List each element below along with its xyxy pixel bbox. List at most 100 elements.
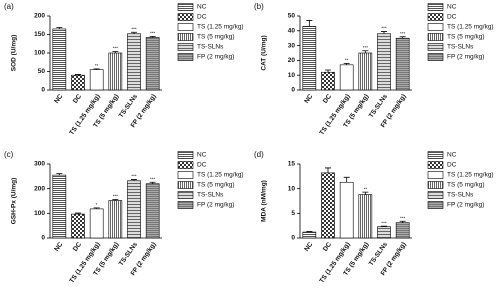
error-bar	[381, 31, 387, 34]
bar	[89, 208, 104, 239]
legend-swatch	[177, 13, 194, 21]
bar	[108, 200, 123, 239]
significance-label: ***	[400, 31, 406, 36]
legend-label: TS-SLNs	[197, 192, 224, 199]
y-tick-label: 150	[34, 31, 45, 38]
legend-label: FP (2 mg/kg)	[447, 202, 484, 209]
legend-swatch	[427, 151, 444, 159]
significance-label: ***	[150, 31, 156, 36]
legend-label: FP (2 mg/kg)	[447, 54, 484, 61]
x-tick-label: DC	[72, 93, 83, 105]
legend-label: FP (2 mg/kg)	[197, 54, 234, 61]
legend-label: DC	[197, 14, 207, 21]
legend-label: DC	[447, 162, 457, 169]
bar	[127, 180, 141, 239]
legend-swatch	[177, 53, 194, 61]
bar	[377, 33, 391, 91]
y-tick-label: 10	[288, 72, 296, 79]
panel-label: (c)	[4, 150, 14, 159]
x-tick-label: NC	[303, 93, 314, 105]
x-tick-label: NC	[53, 241, 64, 253]
error-bar	[149, 181, 156, 184]
legend-label: TS (5 mg/kg)	[447, 182, 485, 189]
error-bar	[399, 220, 406, 223]
x-tick-label: DC	[322, 93, 333, 105]
legend-swatch	[177, 151, 194, 159]
significance-label: ***	[131, 26, 137, 31]
bar	[89, 69, 104, 91]
y-tick-label: 50	[38, 68, 46, 75]
error-bar	[343, 176, 350, 183]
y-tick-label: 0	[41, 235, 45, 242]
legend-label: DC	[197, 162, 207, 169]
legend-label: TS (1.25 mg/kg)	[447, 172, 494, 179]
significance-label: ***	[363, 45, 369, 50]
bar	[145, 37, 160, 91]
bar	[339, 64, 354, 91]
legend-label: NC	[447, 152, 457, 159]
legend-swatch	[427, 181, 444, 189]
y-tick-label: 100	[34, 50, 45, 57]
bar	[377, 226, 391, 239]
error-bar	[325, 69, 331, 73]
bar	[302, 26, 317, 91]
panel-label: (d)	[254, 150, 264, 159]
y-tick-label: 20	[288, 57, 296, 64]
legend-swatch	[177, 43, 194, 51]
legend-swatch	[427, 33, 444, 41]
legend-swatch	[427, 53, 444, 61]
legend-swatch	[427, 13, 444, 21]
x-tick-label: DC	[322, 241, 333, 253]
x-tick-label: DC	[72, 241, 83, 253]
legend-label: TS (5 mg/kg)	[197, 182, 235, 189]
y-axis-label: CAT (U/mg)	[261, 35, 268, 70]
y-tick-label: 0	[291, 87, 295, 94]
y-tick-label: 100	[34, 210, 45, 217]
error-bar	[362, 50, 369, 53]
legend-label: TS (1.25 mg/kg)	[447, 24, 494, 31]
panel-label: (a)	[4, 2, 14, 11]
significance-label: *	[96, 202, 98, 207]
error-bar	[131, 179, 137, 181]
y-axis-label: MDA (nM/mg)	[261, 180, 268, 222]
error-bar	[56, 27, 63, 29]
legend-swatch	[177, 33, 194, 41]
error-bar	[325, 167, 331, 173]
bar	[127, 33, 141, 91]
error-bar	[75, 74, 81, 76]
legend-label: NC	[197, 152, 207, 159]
bar	[71, 74, 85, 91]
bar	[358, 52, 373, 91]
legend-swatch	[427, 161, 444, 169]
legend-swatch	[177, 181, 194, 189]
error-bar	[149, 35, 156, 38]
legend-swatch	[177, 161, 194, 169]
legend-swatch	[177, 191, 194, 199]
legend-swatch	[427, 201, 444, 209]
bar	[395, 37, 410, 91]
y-tick-label: 5	[291, 210, 295, 217]
bar	[395, 222, 410, 239]
legend-swatch	[427, 43, 444, 51]
error-bar	[75, 212, 81, 215]
y-tick-label: 200	[34, 13, 45, 20]
significance-label: ***	[400, 215, 406, 220]
y-tick-label: 300	[34, 161, 45, 168]
significance-label: ***	[381, 220, 387, 225]
significance-label: **	[364, 186, 368, 191]
bar	[145, 183, 160, 239]
legend-swatch	[177, 171, 194, 179]
bar	[108, 52, 123, 91]
bar	[52, 28, 67, 91]
significance-label: **	[345, 58, 349, 63]
legend-label: TS-SLNs	[447, 44, 474, 51]
legend-label: TS-SLNs	[447, 192, 474, 199]
y-tick-label: 40	[288, 28, 296, 35]
legend-swatch	[177, 3, 194, 11]
error-bar	[343, 62, 350, 65]
y-tick-label: 0	[291, 235, 295, 242]
bar	[71, 213, 85, 239]
x-tick-label: NC	[53, 93, 64, 105]
bar	[321, 71, 335, 91]
